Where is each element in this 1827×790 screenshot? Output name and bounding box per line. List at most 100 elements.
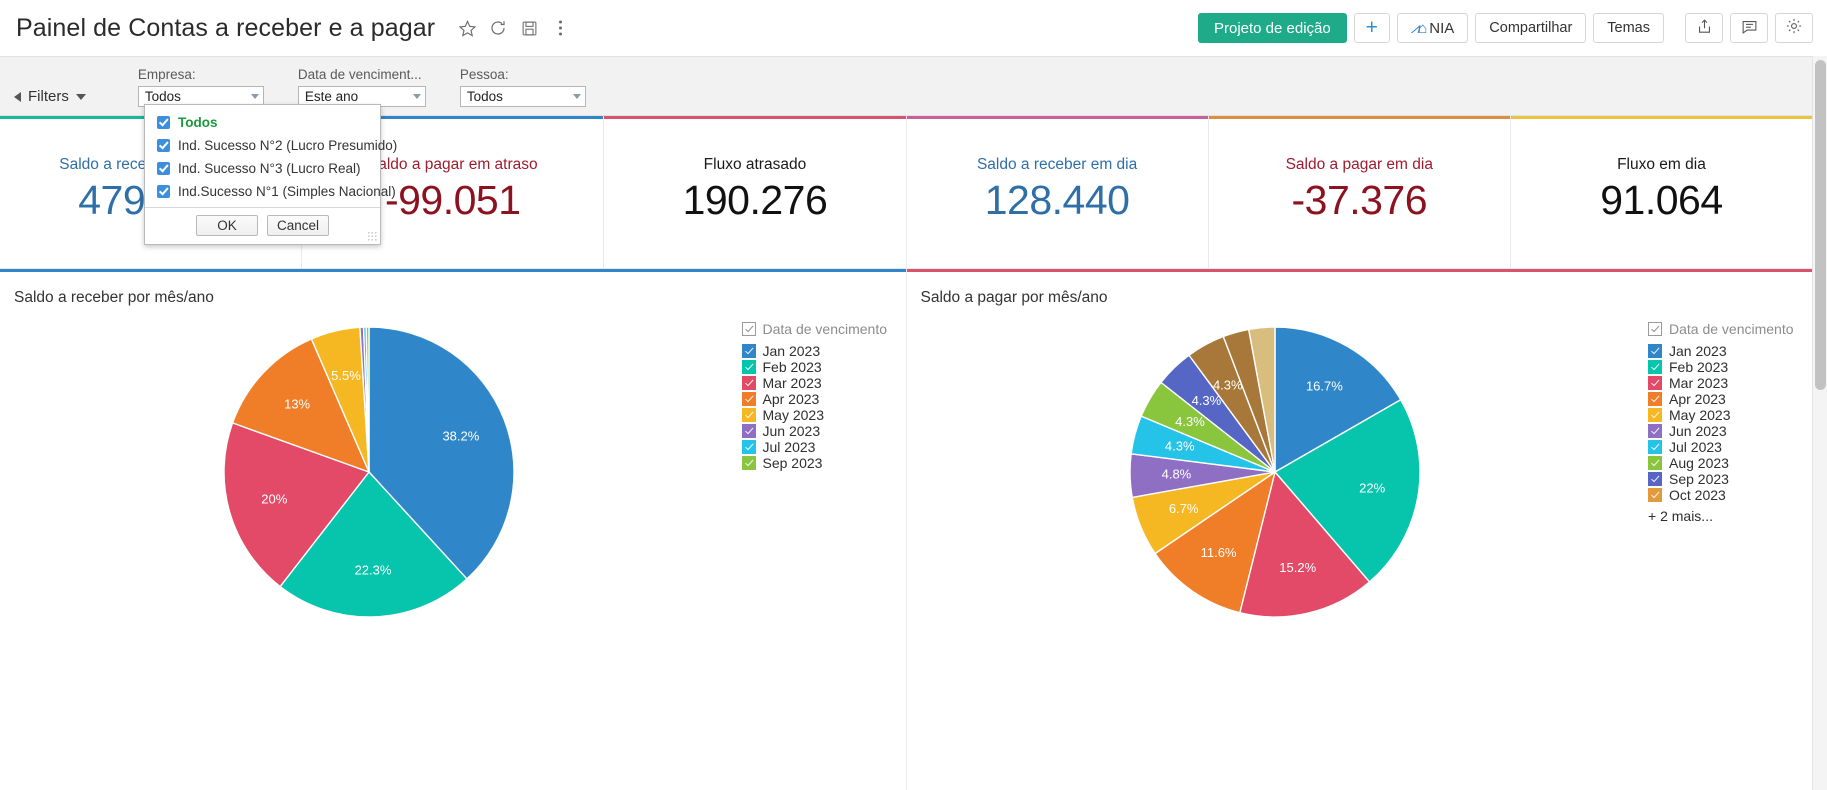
dropdown-cancel-button[interactable]: Cancel (267, 215, 329, 236)
pie-chart-pagar[interactable]: 16.7% 22% 15.2% 11.6% 6.7% 4.8% 4.3% 4.3% 4.3% 4.… (907, 307, 1645, 637)
pie-slice[interactable] (1274, 398, 1421, 583)
comment-button[interactable] (1730, 13, 1768, 43)
dropdown-option[interactable]: Ind. Sucesso N°2 (Lucro Presumido) (145, 134, 397, 157)
checkbox-checked-icon[interactable] (157, 139, 170, 152)
legend-more-link[interactable]: + 2 mais... (1648, 508, 1713, 524)
kpi-label: Saldo a pagar em dia (1285, 156, 1433, 173)
legend-all-checkbox-icon[interactable] (741, 322, 756, 336)
legend-item[interactable]: Jan 2023 (741, 342, 906, 359)
checkbox-checked-icon[interactable] (157, 116, 170, 129)
dropdown-footer: OK Cancel (145, 207, 380, 244)
filter-data-select[interactable]: Este ano (297, 86, 426, 107)
filters-toggle[interactable]: Filters (14, 88, 86, 105)
legend-item[interactable]: Sep 2023 (741, 455, 906, 471)
legend-item-label: Apr 2023 (1669, 390, 1726, 407)
pie-slice[interactable] (223, 421, 370, 588)
legend-all-checkbox-icon[interactable] (1648, 322, 1662, 336)
legend-color-checkbox-icon[interactable] (741, 343, 756, 358)
legend-item[interactable]: Jun 2023 (1648, 423, 1812, 439)
pie-slice[interactable] (1239, 470, 1371, 618)
kpi-accent-bar (604, 116, 906, 119)
pie-slice[interactable] (365, 326, 370, 473)
pie-slice[interactable] (1248, 326, 1276, 473)
legend-item-label: Feb 2023 (1669, 358, 1729, 375)
legend-color-checkbox-icon[interactable] (741, 359, 756, 374)
filter-pessoa-select[interactable]: Todos (459, 86, 586, 107)
checkbox-checked-icon[interactable] (157, 162, 170, 175)
legend-color-checkbox-icon[interactable] (741, 391, 756, 406)
chart-body: 16.7% 22% 15.2% 11.6% 6.7% 4.8% 4.3% 4.3% 4.3% 4.… (907, 307, 1813, 637)
legend-color-checkbox-icon[interactable] (1648, 391, 1662, 406)
dropdown-option[interactable]: Ind.Sucesso N°1 (Simples Nacional) (145, 180, 396, 203)
legend-item-label: Jun 2023 (762, 422, 821, 439)
legend-color-checkbox-icon[interactable] (741, 407, 756, 422)
pie-slice[interactable] (1154, 470, 1277, 614)
legend-item[interactable]: Apr 2023 (1648, 391, 1812, 407)
pie-slice[interactable] (278, 470, 468, 618)
resize-grip-icon[interactable] (367, 231, 378, 242)
scrollbar-thumb[interactable] (1815, 60, 1826, 390)
legend-item[interactable]: Jun 2023 (741, 422, 906, 439)
kpi-card[interactable]: Fluxo atrasado 190.276 (604, 116, 907, 268)
legend-item[interactable]: Feb 2023 (1648, 359, 1812, 375)
legend-color-checkbox-icon[interactable] (1648, 471, 1662, 486)
legend-item[interactable]: Jul 2023 (1648, 439, 1812, 455)
title-bar: Painel de Contas a receber e a pagar (0, 0, 1827, 56)
kpi-card[interactable]: Saldo a receber em dia 128.440 (906, 116, 1209, 268)
legend-color-checkbox-icon[interactable] (1648, 423, 1662, 438)
legend-item[interactable]: May 2023 (741, 407, 906, 423)
legend-item[interactable]: May 2023 (1648, 407, 1812, 423)
legend-item[interactable]: Sep 2023 (1648, 471, 1812, 487)
legend-item[interactable]: Jul 2023 (741, 439, 906, 455)
save-icon[interactable] (519, 18, 539, 38)
pie-slice-label: 4.3% (1165, 439, 1195, 454)
dropdown-option-label: Ind. Sucesso N°3 (Lucro Real) (178, 161, 361, 176)
legend-color-checkbox-icon[interactable] (741, 423, 756, 438)
legend-color-checkbox-icon[interactable] (741, 455, 756, 470)
dropdown-option[interactable]: Todos (145, 111, 380, 134)
legend-color-checkbox-icon[interactable] (1648, 439, 1662, 454)
legend-color-checkbox-icon[interactable] (1648, 359, 1662, 374)
legend-item[interactable]: Mar 2023 (1648, 375, 1812, 391)
legend-color-checkbox-icon[interactable] (1648, 375, 1662, 390)
dropdown-option[interactable]: Ind. Sucesso N°3 (Lucro Real) (145, 157, 380, 180)
empresa-dropdown-panel[interactable]: Todos Ind. Sucesso N°2 (Lucro Presumido) I… (144, 104, 397, 245)
edit-project-button[interactable]: Projeto de edição (1197, 13, 1347, 43)
kpi-label: Saldo a pagar em atraso (367, 156, 538, 173)
legend-item[interactable]: Apr 2023 (741, 391, 906, 407)
pie-slice[interactable] (231, 338, 371, 474)
chart-legend-pagar: Data de vencimento Jan 2023 Feb 2023 Mar 2… (1644, 313, 1812, 524)
legend-item[interactable]: Aug 2023 (1648, 455, 1812, 471)
legend-item[interactable]: Jan 2023 (1648, 343, 1812, 359)
legend-color-checkbox-icon[interactable] (741, 375, 756, 390)
legend-color-checkbox-icon[interactable] (741, 439, 756, 454)
checkbox-checked-icon[interactable] (157, 185, 170, 198)
dropdown-ok-button[interactable]: OK (196, 215, 258, 236)
pie-slice[interactable] (368, 326, 515, 580)
kpi-card[interactable]: Saldo a pagar em dia -37.376 (1208, 116, 1511, 268)
favorite-star-icon[interactable] (457, 18, 477, 38)
settings-button[interactable] (1775, 13, 1813, 43)
legend-color-checkbox-icon[interactable] (1648, 487, 1662, 502)
legend-item[interactable]: Oct 2023 (1648, 487, 1812, 503)
pie-chart-receber[interactable]: 38.2% 22.3% 20% 13% 5.5% (0, 307, 738, 637)
kpi-card[interactable]: Fluxo em dia 91.064 (1510, 116, 1813, 268)
themes-button[interactable]: Temas (1593, 13, 1664, 43)
pie-slice-label: 6.7% (1169, 501, 1199, 516)
gear-icon (1785, 17, 1803, 39)
legend-color-checkbox-icon[interactable] (1648, 407, 1662, 422)
nia-button[interactable]: ⩘⌂ NIA (1396, 13, 1469, 43)
legend-item[interactable]: Mar 2023 (741, 375, 906, 391)
pie-slice[interactable] (1274, 326, 1402, 474)
legend-item[interactable]: Feb 2023 (741, 359, 906, 375)
page-scrollbar[interactable] (1812, 56, 1827, 790)
filter-pessoa-value: Todos (466, 89, 503, 104)
legend-item-label: Jan 2023 (762, 342, 821, 359)
more-options-icon[interactable] (550, 18, 570, 38)
export-button[interactable] (1685, 13, 1723, 43)
share-button[interactable]: Compartilhar (1475, 13, 1587, 43)
legend-color-checkbox-icon[interactable] (1648, 455, 1662, 470)
refresh-icon[interactable] (488, 18, 508, 38)
add-button[interactable]: + (1353, 13, 1390, 43)
legend-color-checkbox-icon[interactable] (1648, 343, 1662, 358)
